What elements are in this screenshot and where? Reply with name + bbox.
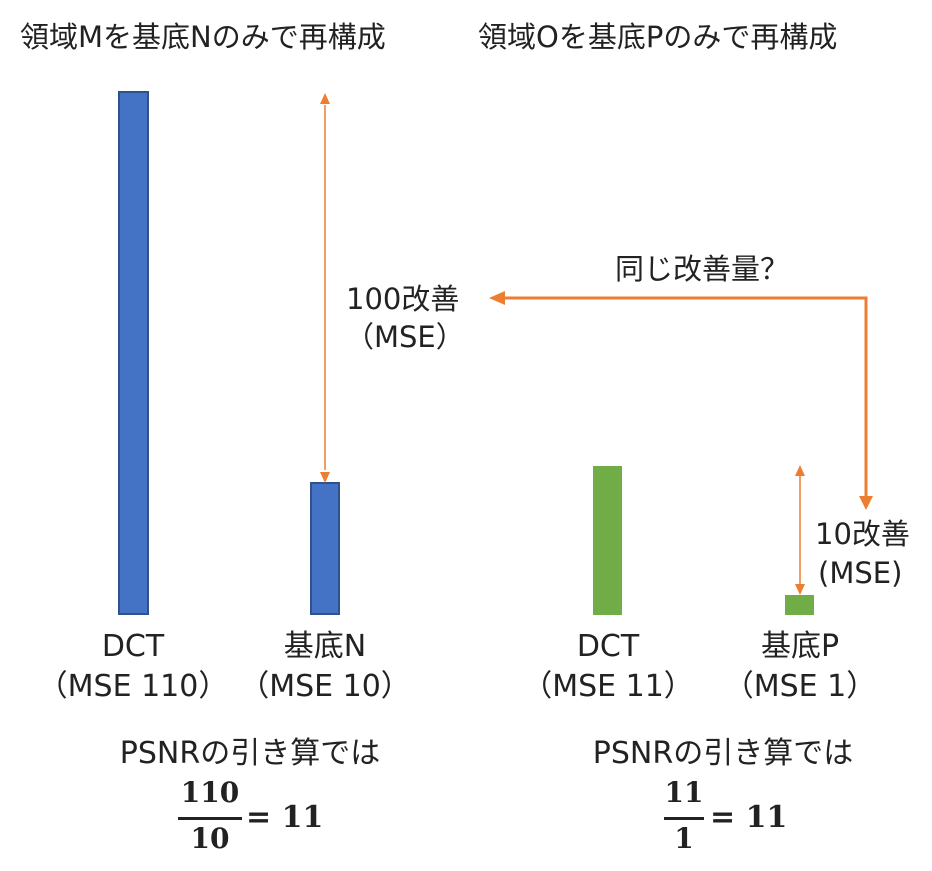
fraction-right-bar	[664, 817, 704, 820]
fraction-left-numerator: 110	[178, 776, 242, 809]
arrowhead-down-thick	[859, 496, 873, 510]
fraction-left-denominator: 10	[178, 822, 242, 855]
fraction-right-numerator: 11	[664, 776, 704, 809]
improvement-label-left-line2: （MSE）	[345, 318, 465, 356]
arrowhead-up-right	[795, 465, 805, 476]
arrowhead-down-left	[320, 472, 330, 483]
improvement-label-left-line1: 100改善	[346, 280, 459, 318]
arrowhead-up-left	[320, 93, 330, 104]
fraction-left-result: = 11	[246, 800, 323, 835]
basis-n-label-line2: （MSE 10）	[225, 667, 425, 707]
fraction-right-result: = 11	[710, 800, 787, 835]
question-label: 同じ改善量？	[615, 250, 789, 288]
basis-p-label-line1: 基底P	[700, 627, 900, 667]
fraction-left-bar	[178, 817, 242, 820]
improvement-label-right-line2: (MSE)	[818, 554, 902, 592]
arrowhead-left-thick	[489, 291, 505, 305]
basis-n-label-line1: 基底N	[225, 627, 425, 667]
arrowhead-down-right	[795, 584, 805, 595]
fraction-right-denominator: 1	[664, 822, 704, 855]
basis-p-label-line2: （MSE 1）	[700, 667, 900, 707]
dct-bar-left-label-line2: （MSE 110）	[33, 667, 233, 707]
psnr-caption-left: PSNRの引き算では	[50, 734, 450, 774]
comparison-connector	[500, 298, 866, 497]
fraction-right: 11 1	[664, 776, 704, 860]
fraction-left: 110 10	[178, 776, 242, 860]
dct-bar-left-label-line1: DCT	[33, 627, 233, 667]
improvement-label-right-line1: 10改善	[815, 515, 910, 553]
psnr-caption-right: PSNRの引き算では	[523, 734, 923, 774]
dct-bar-right-label-line2: （MSE 11）	[508, 667, 708, 707]
dct-bar-right-label-line1: DCT	[508, 627, 708, 667]
